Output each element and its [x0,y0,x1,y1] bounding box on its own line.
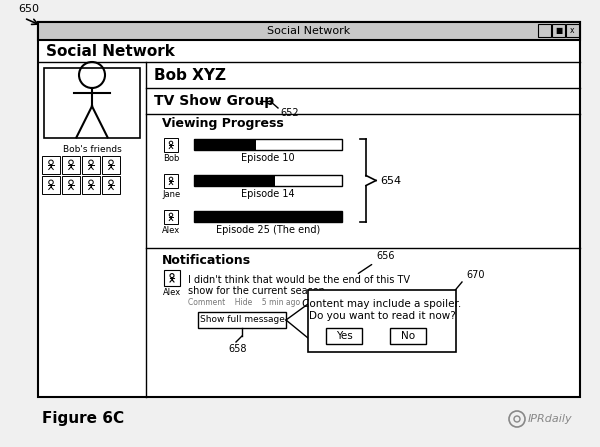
Bar [194,175,275,186]
Bar [102,176,120,194]
Bar [82,176,100,194]
Text: Alex: Alex [162,226,180,235]
Bar [44,68,140,138]
Text: Do you want to read it now?: Do you want to read it now? [308,311,455,321]
Bar [62,156,80,174]
Text: Social Network: Social Network [46,43,175,59]
Text: Viewing Progress: Viewing Progress [162,118,284,131]
Bar [194,211,342,222]
Text: Yes: Yes [335,331,352,341]
Bar [308,290,456,352]
Bar [198,312,286,328]
Bar [194,139,256,150]
Bar [102,156,120,174]
Bar [194,139,342,150]
Text: IPRdaily: IPRdaily [527,414,572,424]
Bar [538,24,551,37]
Bar [42,156,60,174]
Bar [164,138,178,152]
Text: TV Show Group: TV Show Group [154,94,274,108]
Bar [164,210,178,224]
Bar [552,24,565,37]
Bar [390,328,426,344]
Text: Episode 14: Episode 14 [241,189,295,199]
Text: 656: 656 [376,251,395,261]
Text: Comment    Hide    5 min ago: Comment Hide 5 min ago [188,298,300,307]
Text: show for the current season. . .: show for the current season. . . [188,286,340,296]
Text: Episode 10: Episode 10 [241,153,295,163]
Text: Social Network: Social Network [268,26,350,36]
Bar [164,174,178,188]
Bar [42,176,60,194]
Bar [164,270,180,286]
Text: Bob XYZ: Bob XYZ [154,67,226,83]
Text: Figure 6C: Figure 6C [42,412,124,426]
Text: Content may include a spoiler.: Content may include a spoiler. [302,299,461,309]
Text: 654: 654 [380,176,401,186]
Text: x: x [570,26,575,35]
Text: Alex: Alex [163,288,181,297]
Text: ■: ■ [555,26,562,35]
Bar [62,176,80,194]
Bar [38,22,580,397]
Text: 650: 650 [18,4,39,14]
Text: 658: 658 [229,344,247,354]
Bar [38,22,580,40]
Bar [326,328,362,344]
Text: Notifications: Notifications [162,253,251,266]
Text: Bob's friends: Bob's friends [62,146,121,155]
Text: No: No [401,331,415,341]
Bar [194,211,342,222]
Text: 670: 670 [466,270,485,280]
Text: Jane: Jane [162,190,180,199]
Bar [566,24,579,37]
Bar [194,175,342,186]
Text: I didn't think that would be the end of this TV: I didn't think that would be the end of … [188,275,410,285]
Text: 652: 652 [280,108,299,118]
Text: Show full message: Show full message [200,316,284,325]
Text: Episode 25 (The end): Episode 25 (The end) [216,225,320,235]
Bar [82,156,100,174]
Text: Bob: Bob [163,154,179,163]
